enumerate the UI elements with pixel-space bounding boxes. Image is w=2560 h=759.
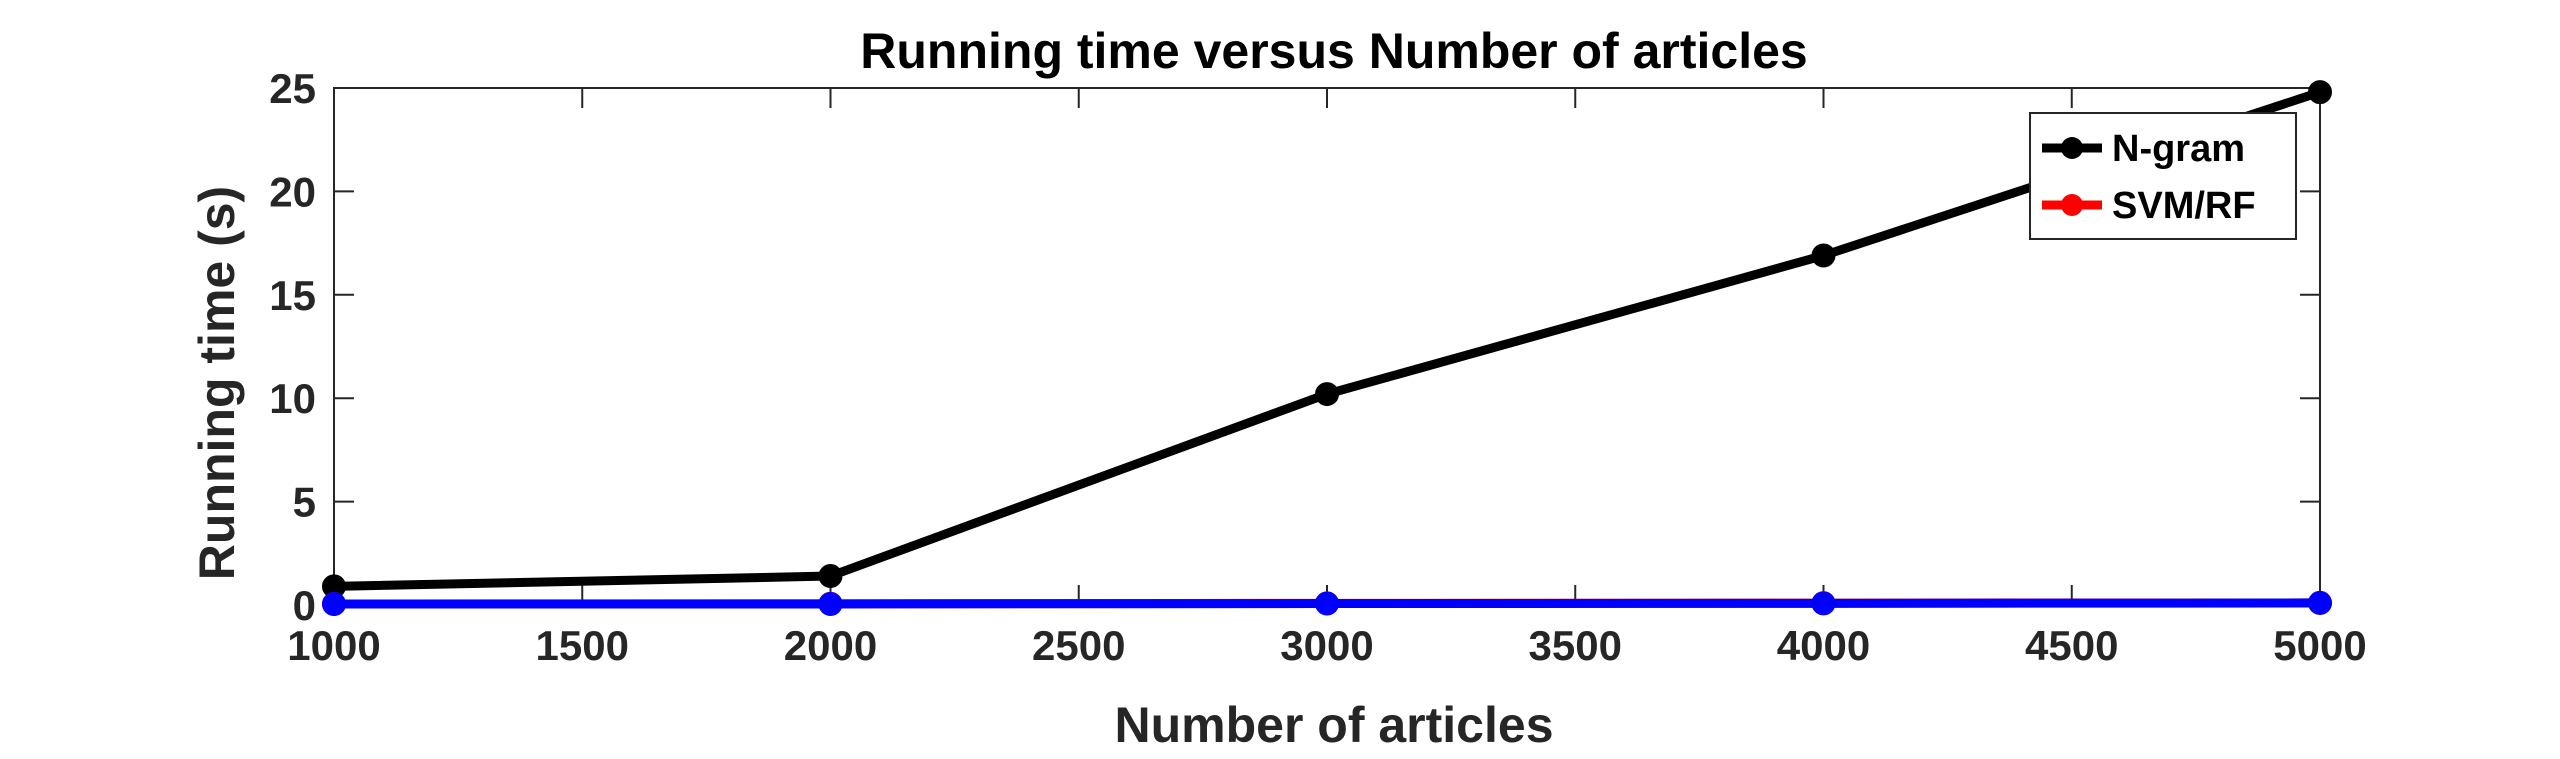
x-tick-label: 1500 xyxy=(536,622,629,669)
x-tick-label: 4500 xyxy=(2025,622,2118,669)
data-point-unnamed xyxy=(322,591,346,616)
x-tick-label: 3000 xyxy=(1280,622,1373,669)
y-tick-label: 15 xyxy=(269,272,316,319)
legend-box xyxy=(2029,112,2297,240)
y-tick-label: 10 xyxy=(269,375,316,422)
legend-marker-n-gram xyxy=(2061,137,2083,159)
axes-box xyxy=(333,87,2321,606)
x-tick-label: 5000 xyxy=(2273,622,2366,669)
legend-label-svm-rf: SVM/RF xyxy=(2112,185,2256,227)
data-point-n-gram xyxy=(2308,80,2332,105)
legend-marker-svm-rf xyxy=(2061,194,2083,216)
legend: N-gram SVM/RF xyxy=(2029,112,2297,240)
legend-label-n-gram: N-gram xyxy=(2112,128,2245,170)
data-point-unnamed xyxy=(2308,590,2332,615)
data-point-n-gram xyxy=(818,564,843,589)
x-tick-label: 3500 xyxy=(1529,622,1622,669)
x-tick-label: 1000 xyxy=(287,622,380,669)
y-tick-label: 20 xyxy=(269,168,316,215)
y-tick-label: 25 xyxy=(269,65,316,112)
y-tick-label: 5 xyxy=(293,479,316,526)
data-point-unnamed xyxy=(1811,591,1836,616)
data-point-n-gram xyxy=(1315,382,1339,407)
x-tick-label: 2000 xyxy=(784,622,877,669)
x-tick-label: 4000 xyxy=(1777,622,1870,669)
chart-title: Running time versus Number of articles xyxy=(860,23,1807,79)
plot-area: 1000 1500 2000 2500 3000 3500 4000 4500 5000 0 5 10… xyxy=(269,65,2366,669)
data-point-unnamed xyxy=(1315,591,1339,616)
data-point-unnamed xyxy=(818,591,843,616)
x-tick-label: 2500 xyxy=(1032,622,1125,669)
y-axis-label: Running time (s) xyxy=(189,186,245,580)
data-point-n-gram xyxy=(1811,243,1836,268)
series-line-n-gram xyxy=(329,87,2325,591)
y-tick-label: 0 xyxy=(293,582,316,629)
x-axis-label: Number of articles xyxy=(1114,697,1553,753)
